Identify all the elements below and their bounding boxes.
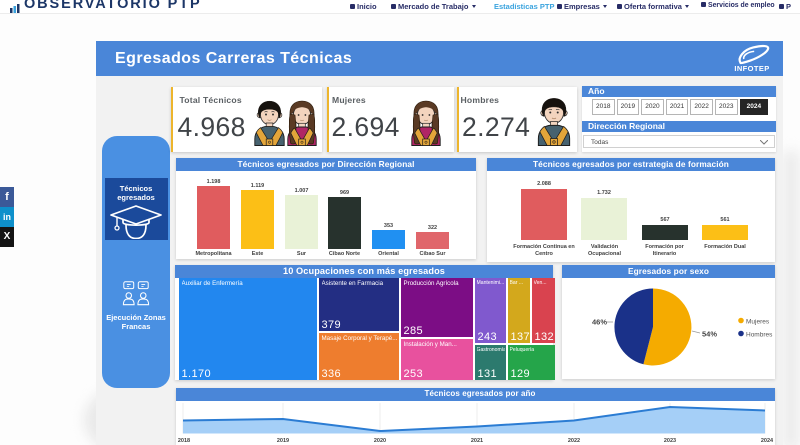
svg-text:Mujeres: Mujeres: [746, 319, 770, 326]
svg-text:INFOTEP: INFOTEP: [734, 64, 769, 73]
svg-text:46%: 46%: [592, 318, 607, 327]
svg-text:54%: 54%: [702, 330, 717, 339]
svg-text:Hombres: Hombres: [746, 332, 773, 339]
